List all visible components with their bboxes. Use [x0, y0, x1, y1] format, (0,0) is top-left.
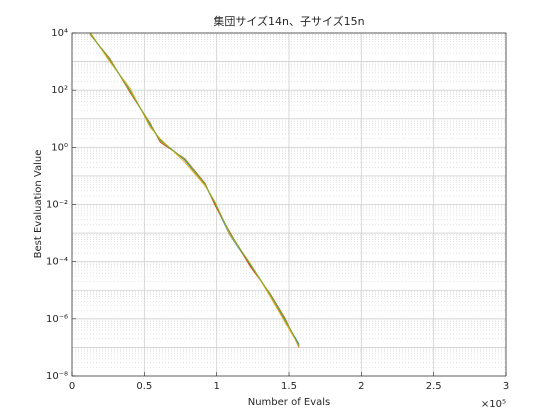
- series-line: [89, 33, 300, 346]
- y-tick-label: 10⁻⁶: [46, 314, 68, 325]
- y-tick-label: 10⁻⁸: [46, 371, 68, 382]
- x-tick-label: 0.5: [136, 381, 152, 392]
- x-multiplier: ×10⁵: [481, 399, 506, 410]
- x-tick-label: 1.5: [281, 381, 297, 392]
- y-tick-label: 10⁻²: [46, 200, 68, 211]
- y-tick-label: 10⁰: [51, 142, 68, 153]
- y-axis-label: Best Evaluation Value: [33, 150, 44, 259]
- x-tick-label: 2: [358, 381, 364, 392]
- axes-box: [71, 32, 507, 377]
- x-tick-label: 3: [503, 381, 509, 392]
- x-tick-label: 0: [69, 381, 75, 392]
- x-tick-label: 2.5: [426, 381, 442, 392]
- x-axis-label: Number of Evals: [248, 397, 331, 408]
- y-tick-label: 10²: [51, 85, 68, 96]
- series-line: [90, 33, 300, 347]
- chart-title: 集団サイズ14n、子サイズ15n: [213, 14, 364, 28]
- x-tick-label: 1: [213, 381, 219, 392]
- y-tick-label: 10⁴: [51, 28, 68, 39]
- y-tick-label: 10⁻⁴: [46, 257, 68, 268]
